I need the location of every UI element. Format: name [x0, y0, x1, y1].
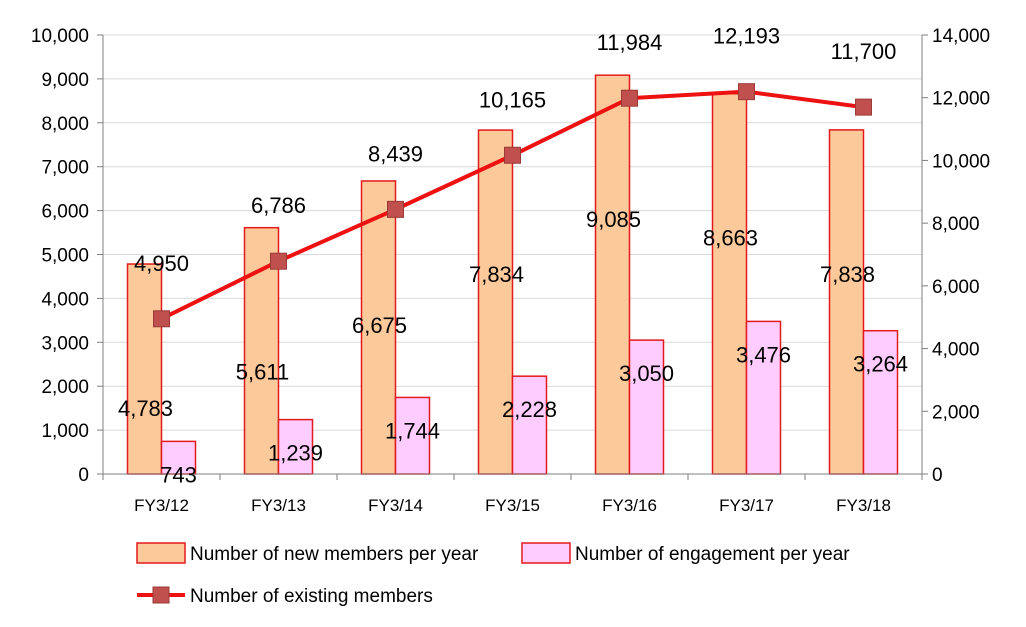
- engagement-bar: [160, 440, 197, 475]
- right-tick-label: 0: [932, 465, 943, 486]
- existing-members-data-label: 11,984: [597, 30, 663, 55]
- category-label: FY3/13: [251, 496, 306, 515]
- engagement-bar: [628, 339, 665, 475]
- legend-swatch-engagement: [521, 542, 571, 564]
- engagement-data-label: 3,476: [736, 342, 791, 367]
- left-tick-label: 0: [78, 465, 89, 486]
- engagement-bar: [862, 329, 899, 475]
- legend-label-engagement: Number of engagement per year: [575, 544, 850, 565]
- left-tick-label: 7,000: [41, 158, 89, 179]
- engagement-data-label: 2,228: [502, 397, 557, 422]
- new-members-data-label: 6,675: [352, 313, 407, 338]
- new-members-data-label: 5,611: [236, 360, 289, 385]
- category-label: FY3/17: [719, 496, 774, 515]
- engagement-data-label: 1,239: [268, 441, 323, 466]
- existing-members-marker: [153, 310, 170, 328]
- existing-members-data-label: 12,193: [713, 24, 780, 49]
- right-tick-label: 12,000: [932, 89, 990, 110]
- new-members-data-label: 9,085: [586, 207, 641, 232]
- category-label: FY3/12: [134, 496, 189, 515]
- left-tick-label: 1,000: [41, 421, 89, 442]
- new-members-bar: [594, 74, 631, 475]
- existing-members-marker: [855, 98, 872, 116]
- engagement-bar: [394, 396, 431, 475]
- category-label: FY3/18: [836, 496, 891, 515]
- left-tick-label: 5,000: [41, 246, 89, 267]
- new-members-bar: [828, 129, 865, 475]
- existing-members-data-label: 4,950: [134, 251, 189, 276]
- existing-members-marker: [738, 83, 755, 101]
- existing-members-data-label: 10,165: [479, 87, 546, 112]
- legend-label-existing-members: Number of existing members: [190, 586, 433, 607]
- existing-members-marker: [270, 252, 287, 270]
- legend-swatch-new-members: [136, 542, 186, 564]
- existing-members-marker: [621, 89, 638, 107]
- category-label: FY3/16: [602, 496, 657, 515]
- data-labels: 4,783 743 5,611 1,239 6,675 1,744 7,834 2,228 9,…: [118, 24, 908, 488]
- new-members-data-label: 8,663: [703, 226, 758, 251]
- engagement-data-label: 1,744: [385, 418, 440, 443]
- new-members-data-label: 4,783: [118, 396, 173, 421]
- left-tick-label: 2,000: [41, 377, 89, 398]
- new-members-bar: [360, 180, 397, 475]
- existing-members-data-label: 6,786: [251, 193, 306, 218]
- existing-members-line: [153, 83, 872, 328]
- engagement-bar: [745, 320, 782, 475]
- legend: Number of new members per year Number of …: [136, 542, 850, 607]
- new-members-data-label: 7,834: [469, 262, 524, 287]
- engagement-bar: [511, 375, 548, 475]
- left-tick-label: 4,000: [41, 289, 89, 310]
- engagement-data-label: 3,050: [619, 361, 674, 386]
- existing-members-data-label: 8,439: [368, 141, 423, 166]
- existing-members-marker: [504, 146, 521, 164]
- right-tick-label: 4,000: [932, 340, 980, 361]
- new-members-bar: [477, 129, 514, 475]
- right-tick-label: 8,000: [932, 214, 980, 235]
- legend-label-new-members: Number of new members per year: [190, 544, 479, 565]
- left-tick-label: 10,000: [31, 26, 89, 47]
- right-tick-label: 14,000: [932, 26, 990, 47]
- right-tick-label: 6,000: [932, 277, 980, 298]
- left-tick-label: 8,000: [41, 114, 89, 135]
- engagement-data-label: 3,264: [853, 352, 908, 377]
- new-members-bar: [126, 263, 163, 475]
- bars: [126, 74, 899, 475]
- legend-marker-existing-members: [152, 586, 170, 604]
- left-tick-label: 3,000: [41, 333, 89, 354]
- existing-members-marker: [387, 200, 404, 218]
- right-tick-label: 2,000: [932, 402, 980, 423]
- new-members-data-label: 7,838: [820, 262, 875, 287]
- left-tick-label: 6,000: [41, 202, 89, 223]
- engagement-bar: [277, 418, 314, 475]
- existing-members-data-label: 11,700: [831, 39, 897, 64]
- category-label: FY3/14: [368, 496, 423, 515]
- left-tick-label: 9,000: [41, 70, 89, 91]
- engagement-data-label: 743: [160, 462, 197, 487]
- right-tick-label: 10,000: [932, 151, 990, 172]
- new-members-bar: [711, 92, 748, 475]
- category-label: FY3/15: [485, 496, 540, 515]
- axes: 0 1,000 2,000 3,000 4,000 5,000 6,000 7,000 8,00…: [31, 26, 990, 515]
